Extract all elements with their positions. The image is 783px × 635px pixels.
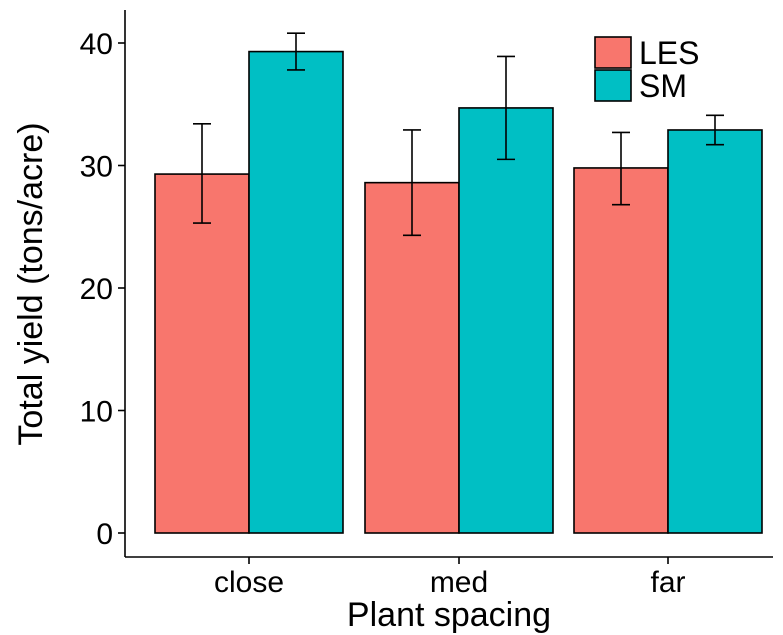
x-axis-title: Plant spacing [347, 596, 551, 634]
legend-label-les: LES [639, 35, 699, 71]
bar-sm-med [458, 107, 554, 534]
y-tick-label: 30 [80, 151, 113, 184]
x-ticks: close med far [214, 557, 686, 599]
legend-swatch-sm [594, 69, 632, 102]
bar-les-far [573, 167, 669, 534]
y-tick-label: 40 [80, 28, 113, 61]
x-tick-label-far: far [650, 566, 685, 599]
y-tick-label: 20 [80, 273, 113, 306]
bar-les-med [364, 181, 460, 534]
y-ticks: 0 10 20 30 40 [80, 28, 125, 551]
bars-layer [154, 50, 763, 534]
y-tick-label: 10 [80, 396, 113, 429]
errorbars-layer [193, 32, 724, 237]
bar-les-close [154, 173, 250, 534]
bar-sm-close [248, 50, 344, 534]
x-tick-label-med: med [430, 566, 488, 599]
x-tick-label-close: close [214, 566, 284, 599]
legend-label-sm: SM [639, 68, 687, 104]
y-axis-title: Total yield (tons/acre) [12, 122, 50, 445]
y-tick-label: 0 [96, 518, 113, 551]
bar-sm-far [667, 129, 763, 534]
legend-swatch-les [594, 36, 632, 69]
